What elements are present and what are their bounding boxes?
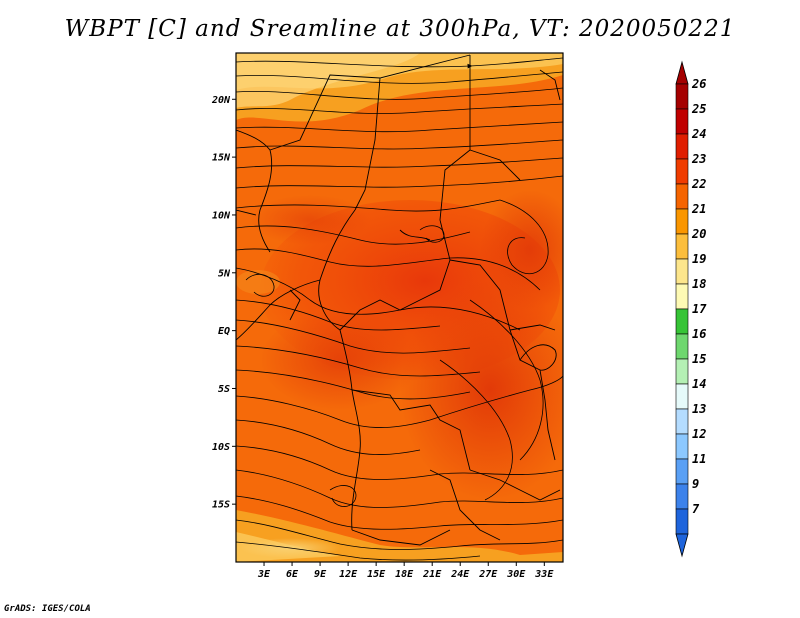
- streamlines: [236, 57, 563, 561]
- lon-tick-label: 21E: [422, 569, 442, 580]
- lon-tick-label: 6E: [286, 569, 299, 580]
- colorbar-label: 14: [692, 377, 706, 391]
- colorbar-swatch: [675, 158, 689, 185]
- lon-tick-label: 24E: [450, 569, 470, 580]
- lat-tick-label: 20N: [211, 95, 231, 106]
- colorbar-bottom-arrow: [675, 533, 689, 558]
- colorbar-swatch: [675, 433, 689, 460]
- lon-tick-label: 3E: [257, 569, 271, 580]
- colorbar-swatch: [675, 108, 689, 135]
- colorbar-swatch: [675, 483, 689, 510]
- colorbar-label: 25: [691, 102, 706, 116]
- lat-tick-label: 10S: [212, 442, 230, 453]
- lon-tick-label: 18E: [395, 569, 414, 580]
- lat-tick-label: EQ: [218, 326, 230, 337]
- colorbar-swatch: [675, 383, 689, 410]
- wbpt-shading: [236, 53, 563, 562]
- colorbar-swatch: [675, 308, 689, 335]
- colorbar-swatch: [675, 508, 689, 535]
- colorbar-label: 24: [691, 127, 706, 141]
- lon-tick-label: 33E: [534, 569, 554, 580]
- colorbar-label: 18: [692, 277, 706, 291]
- country-borders: [236, 54, 561, 546]
- lon-tick-label: 27E: [478, 569, 498, 580]
- colorbar-swatch: [675, 83, 689, 110]
- colorbar-label: 22: [691, 177, 706, 191]
- latitude-axis: 20N 15N 10N 5N EQ 5S 10S 15S: [211, 95, 236, 511]
- map-frame: [235, 52, 564, 563]
- footer-credit: GrADS: IGES/COLA: [4, 604, 91, 614]
- colorbar-label: 16: [692, 327, 706, 341]
- lat-tick-label: 10N: [212, 210, 231, 221]
- colorbar-label: 17: [692, 302, 707, 316]
- colorbar-swatch: [675, 258, 689, 285]
- lat-tick-label: 5S: [218, 384, 230, 395]
- colorbar-swatch: [675, 408, 689, 435]
- lat-tick-label: 15N: [212, 153, 231, 164]
- colorbar-label: 9: [692, 477, 699, 491]
- colorbar-label: 21: [691, 202, 706, 216]
- lon-tick-label: 30E: [506, 569, 526, 580]
- lon-tick-label: 15E: [367, 569, 386, 580]
- colorbar: 26 25 24 23 22 21 20 19 18 17 16 15 14 13 12 11 9 7: [675, 60, 707, 558]
- colorbar-label: 23: [691, 152, 706, 166]
- lat-tick-label: 15S: [212, 500, 230, 511]
- colorbar-label: 13: [692, 402, 706, 416]
- colorbar-swatch: [675, 183, 689, 210]
- colorbar-swatch: [675, 458, 689, 485]
- lat-tick-label: 5N: [218, 268, 231, 279]
- colorbar-swatch: [675, 283, 689, 310]
- colorbar-label: 20: [691, 227, 706, 241]
- colorbar-label: 26: [691, 77, 706, 91]
- lon-tick-label: 12E: [339, 569, 358, 580]
- colorbar-top-arrow: [675, 60, 689, 85]
- colorbar-label: 7: [692, 502, 700, 516]
- colorbar-label: 12: [692, 427, 706, 441]
- colorbar-swatch: [675, 358, 689, 385]
- lon-tick-label: 9E: [314, 569, 327, 580]
- colorbar-label: 19: [692, 252, 706, 266]
- colorbar-swatch: [675, 208, 689, 235]
- colorbar-swatch: [675, 133, 689, 160]
- colorbar-label: 11: [692, 452, 706, 466]
- colorbar-label: 15: [692, 352, 706, 366]
- colorbar-swatch: [675, 333, 689, 360]
- longitude-axis: 3E 6E 9E 12E 15E 18E 21E 24E 27E 30E 33E: [257, 562, 554, 580]
- colorbar-swatch: [675, 233, 689, 260]
- chart-title: WBPT [C] and Sreamline at 300hPa, VT: 20…: [64, 16, 736, 42]
